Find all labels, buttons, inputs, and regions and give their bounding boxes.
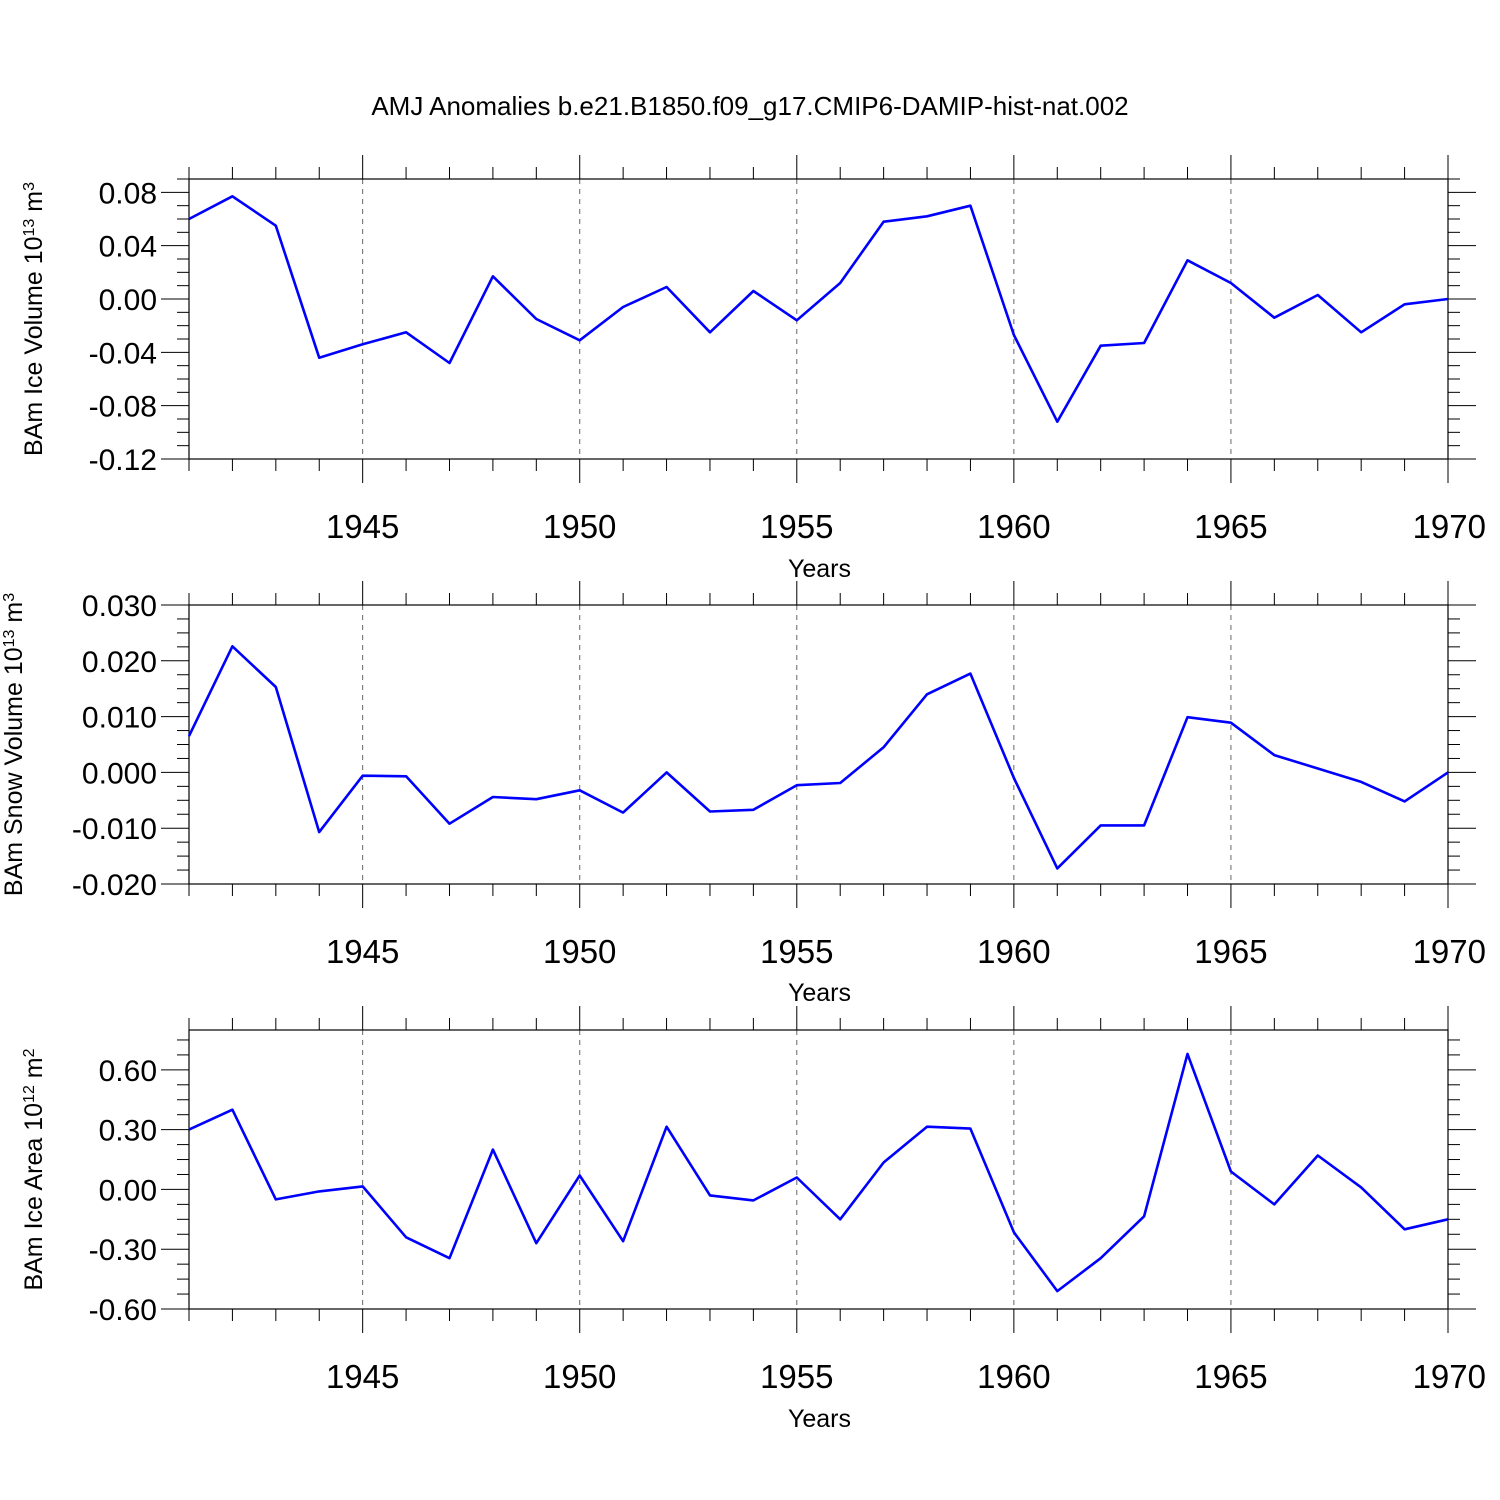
x-tick-label: 1965 (1194, 1358, 1267, 1395)
x-tick-label: 1965 (1194, 508, 1267, 545)
x-tick-label: 1945 (326, 1358, 399, 1395)
x-tick-label: 1960 (977, 933, 1050, 970)
y-axis-title-part: m (20, 1057, 48, 1085)
x-tick-label: 1970 (1413, 933, 1486, 970)
x-tick-label: 1950 (543, 1358, 616, 1395)
y-tick-label: 0.08 (99, 177, 157, 210)
y-tick-label: 0.010 (82, 702, 157, 735)
figure-title: AMJ Anomalies b.e21.B1850.f09_g17.CMIP6-… (371, 91, 1128, 121)
y-tick-label: -0.020 (72, 869, 157, 902)
x-tick-label: 1960 (977, 508, 1050, 545)
y-axis-title-part: m (20, 191, 48, 219)
x-tick-label: 1955 (760, 508, 833, 545)
y-axis-title-superscript: 3 (1, 593, 18, 602)
y-tick-label: 0.30 (99, 1115, 157, 1148)
y-axis-title-superscript: 13 (1, 629, 18, 647)
x-tick-label: 1950 (543, 508, 616, 545)
x-tick-label: 1945 (326, 508, 399, 545)
y-tick-label: -0.010 (72, 813, 157, 846)
y-tick-label: 0.00 (99, 1174, 157, 1207)
panel-1: -0.12 -0.08 -0.04 0.00 0.04 0.08 1945 1950 1955 1… (20, 155, 1486, 583)
panel-3: -0.60 -0.30 0.00 0.30 0.60 1945 1950 1955 1960 19… (20, 1006, 1486, 1433)
y-tick-label: 0.000 (82, 757, 157, 790)
plot-frame (188, 1029, 1449, 1310)
y-tick-label: -0.04 (89, 337, 157, 370)
y-axis-title-part: BAm Snow Volume 10 (0, 647, 28, 896)
y-axis-title-part: m (0, 602, 28, 630)
y-axis-title-superscript: 3 (21, 182, 38, 191)
x-tick-label: 1960 (977, 1358, 1050, 1395)
panel-2: -0.020 -0.010 0.000 0.010 0.020 0.030 1945 1950… (0, 581, 1486, 1007)
x-tick-label: 1945 (326, 933, 399, 970)
x-tick-label: 1955 (760, 933, 833, 970)
x-tick-label: 1970 (1413, 1358, 1486, 1395)
y-tick-label: -0.08 (89, 391, 157, 424)
y-axis-title-part: BAm Ice Volume 10 (20, 236, 48, 456)
y-tick-label: -0.30 (89, 1234, 157, 1267)
y-tick-label: 0.00 (99, 284, 157, 317)
y-tick-label: 0.020 (82, 646, 157, 679)
x-axis-title: Years (788, 555, 851, 583)
x-tick-label: 1965 (1194, 933, 1267, 970)
series-line (188, 1052, 1449, 1293)
y-axis-title-superscript: 2 (21, 1048, 38, 1057)
y-axis-title-superscript: 12 (21, 1085, 38, 1103)
plot-frame (188, 178, 1449, 460)
y-axis-title: BAm Ice Area 1012 m2 (20, 1048, 48, 1290)
y-tick-label: 0.030 (82, 590, 157, 623)
series-line (188, 195, 1449, 424)
y-axis-title: BAm Snow Volume 1013 m3 (0, 593, 28, 896)
y-axis-title-superscript: 13 (21, 219, 38, 237)
x-tick-label: 1955 (760, 1358, 833, 1395)
y-axis-title-part: BAm Ice Area 10 (20, 1103, 48, 1291)
series-line (187, 644, 1449, 870)
y-tick-label: -0.60 (89, 1294, 157, 1327)
x-axis-title: Years (788, 1405, 851, 1433)
y-tick-label: -0.12 (89, 444, 157, 477)
y-tick-label: 0.04 (99, 231, 157, 264)
x-tick-label: 1970 (1413, 508, 1486, 545)
x-axis-title: Years (788, 979, 851, 1007)
y-axis-title: BAm Ice Volume 1013 m3 (20, 182, 48, 456)
x-tick-label: 1950 (543, 933, 616, 970)
y-tick-label: 0.60 (99, 1055, 157, 1088)
